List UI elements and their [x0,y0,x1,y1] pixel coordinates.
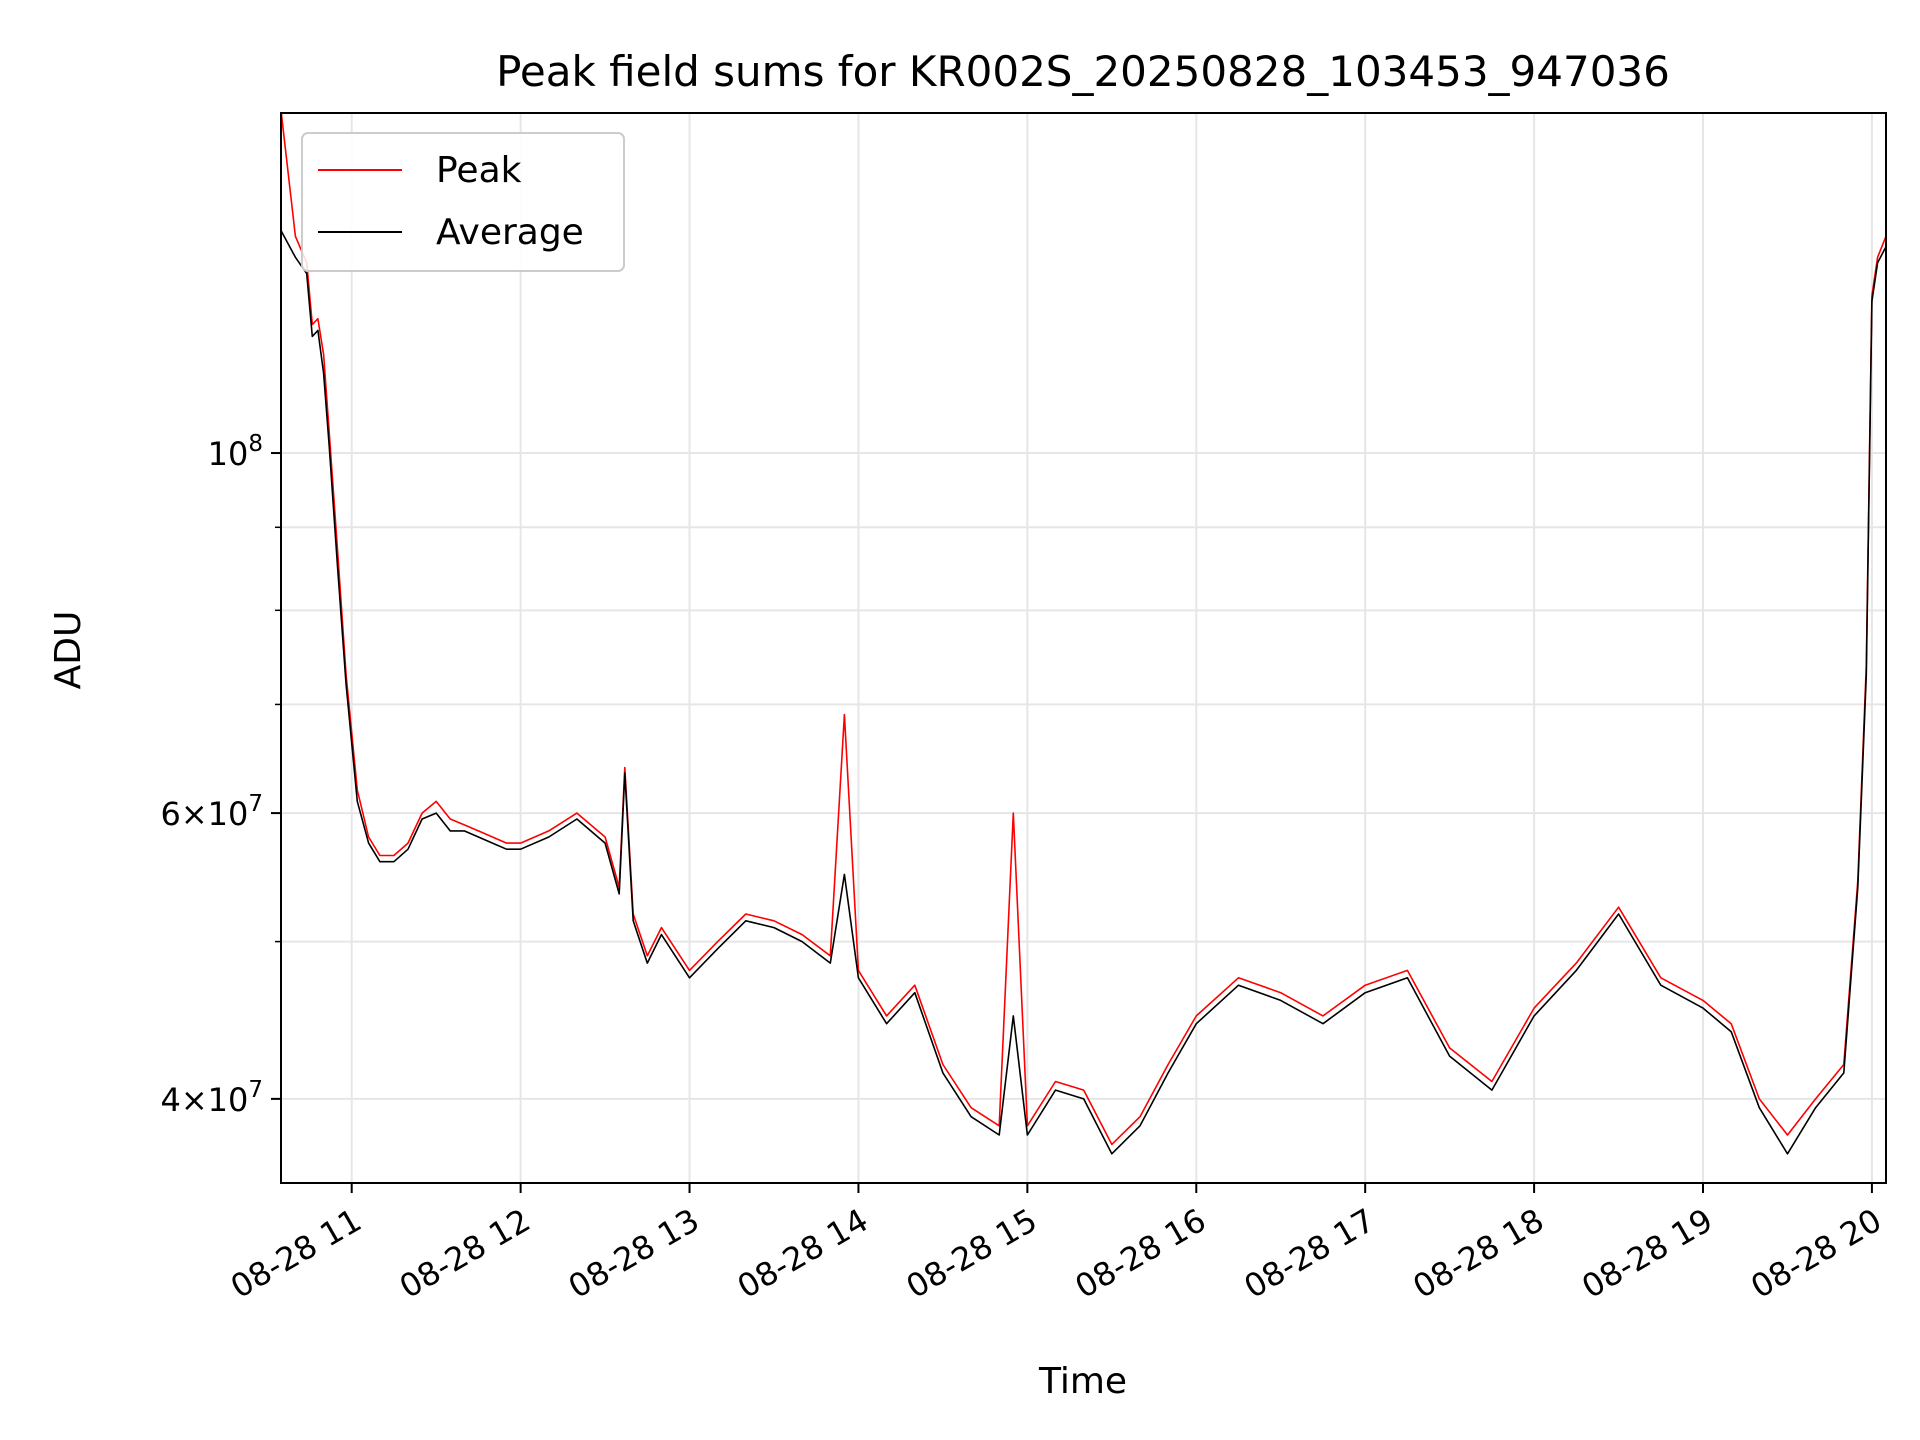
series-line-peak [280,112,1887,1146]
data-lines [280,112,1887,1155]
y-tick-label: 6×107 [160,791,263,833]
plot-area-frame [280,112,1887,1184]
y-tick-labels: 108 6×107 4×107 [160,431,263,1119]
legend-label-peak: Peak [436,150,522,191]
legend: Peak Average [301,132,625,272]
y-tick-label: 4×107 [160,1077,263,1119]
chart-title: Peak field sums for KR002S_20250828_1034… [496,47,1670,96]
y-axis-label: ADU [48,611,89,690]
legend-box [301,132,625,272]
x-axis-label: Time [1038,1361,1127,1402]
legend-label-average: Average [436,212,584,253]
series-line-average [280,230,1887,1155]
y-tick-label: 108 [208,431,263,473]
